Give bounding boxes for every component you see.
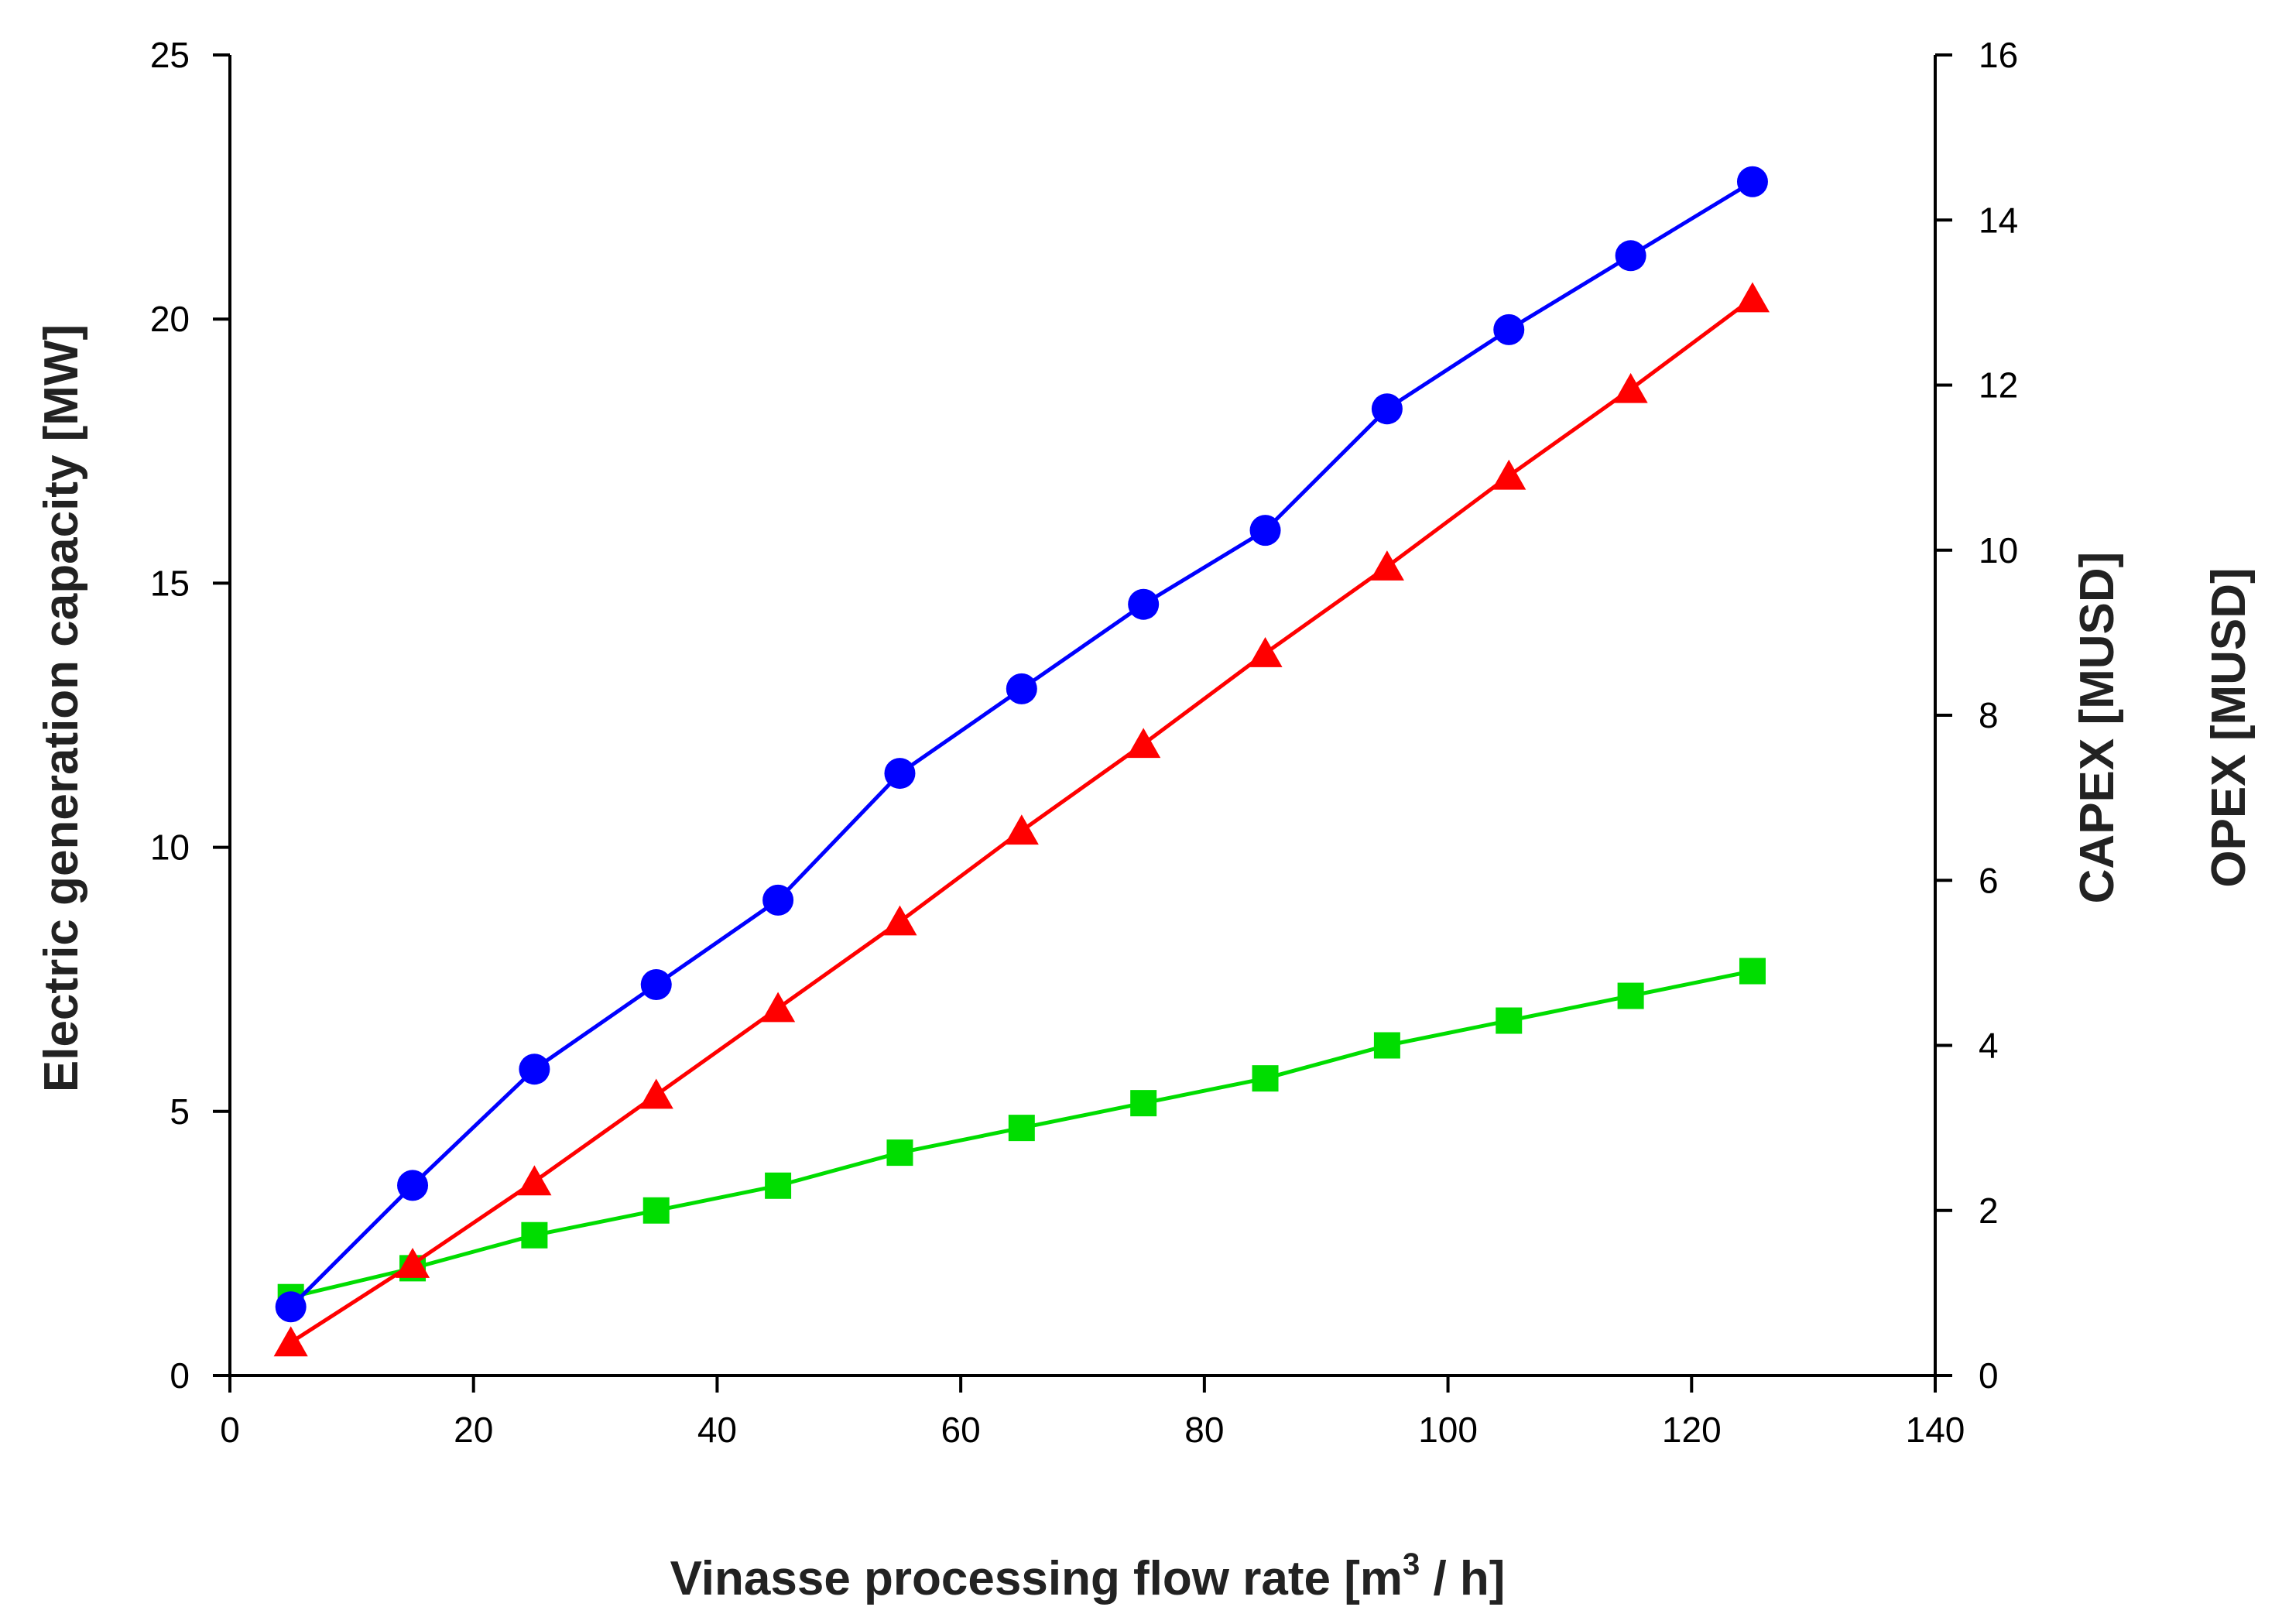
data-point-electric-generation-capacity [519, 1054, 550, 1085]
data-point-electric-generation-capacity [1371, 393, 1403, 425]
data-point-capex [639, 1078, 673, 1109]
y-right-tick-label: 12 [1979, 365, 2018, 406]
data-point-capex [1369, 550, 1404, 581]
data-point-electric-generation-capacity [1493, 313, 1525, 345]
x-tick-label: 100 [1418, 1410, 1478, 1450]
data-point-electric-generation-capacity [640, 969, 672, 1001]
data-point-capex [273, 1326, 308, 1357]
y-left-tick-label: 10 [150, 827, 190, 868]
series-electric-generation-capacity [275, 166, 1768, 1323]
data-point-opex [765, 1172, 792, 1199]
series-opex [277, 958, 1766, 1311]
data-point-capex [517, 1165, 552, 1196]
data-point-capex [1248, 637, 1283, 667]
data-point-capex [761, 992, 796, 1023]
data-point-opex [1130, 1090, 1157, 1117]
axes [228, 55, 1937, 1377]
x-axis-title: Vinasse processing flow rate [m3 / h] [670, 1547, 1506, 1605]
y-left-tick-label: 15 [150, 563, 190, 603]
capex-axis-title: CAPEX [MUSD] [2071, 552, 2124, 904]
x-tick-label: 140 [1906, 1410, 1965, 1450]
series-capex [273, 282, 1770, 1357]
y-right-tick-label: 16 [1979, 35, 2018, 75]
data-point-opex [1496, 1007, 1523, 1034]
data-point-opex [886, 1139, 913, 1167]
x-tick-label: 80 [1184, 1410, 1224, 1450]
data-point-electric-generation-capacity [1736, 166, 1768, 197]
y-left-tick-label: 25 [150, 35, 190, 75]
x-tick-label: 60 [941, 1410, 981, 1450]
data-point-electric-generation-capacity [275, 1291, 307, 1323]
data-point-electric-generation-capacity [884, 758, 916, 790]
y-right-tick-label: 4 [1979, 1026, 1999, 1066]
data-point-electric-generation-capacity [1615, 240, 1646, 272]
data-point-capex [1492, 459, 1526, 490]
data-point-opex [1617, 982, 1644, 1009]
x-tick-label: 0 [220, 1410, 240, 1450]
data-point-opex [1739, 958, 1766, 985]
data-point-electric-generation-capacity [1006, 673, 1037, 704]
data-point-opex [642, 1197, 670, 1224]
x-tick-label: 120 [1662, 1410, 1722, 1450]
data-point-electric-generation-capacity [1128, 588, 1160, 620]
data-point-opex [1008, 1115, 1035, 1142]
y-right-tick-label: 0 [1979, 1355, 1999, 1396]
data-point-capex [1004, 814, 1039, 845]
opex-axis-title: OPEX [MUSD] [2202, 567, 2256, 887]
y-right-tick-label: 14 [1979, 200, 2018, 240]
y-right-ticks: 0 2 4 6 8 10 12 14 16 [1935, 35, 2018, 1396]
data-point-capex [395, 1248, 430, 1278]
data-point-capex [1613, 372, 1648, 403]
y-right-tick-label: 2 [1979, 1191, 1999, 1231]
y-left-tick-label: 0 [170, 1355, 190, 1396]
data-point-electric-generation-capacity [762, 884, 794, 916]
x-tick-label: 40 [697, 1410, 737, 1450]
data-point-electric-generation-capacity [1249, 515, 1281, 546]
data-point-capex [1735, 282, 1770, 313]
y-left-ticks: 0 5 10 15 20 25 [150, 35, 230, 1396]
x-ticks: 0 20 40 60 80 100 120 140 [220, 1376, 1965, 1450]
y-left-tick-label: 5 [170, 1091, 190, 1132]
data-point-opex [1252, 1065, 1279, 1092]
x-tick-label: 20 [454, 1410, 493, 1450]
data-point-opex [521, 1221, 548, 1249]
data-point-capex [882, 905, 917, 936]
data-point-opex [1373, 1032, 1400, 1059]
data-point-capex [1126, 728, 1161, 759]
y-right-tick-label: 10 [1979, 530, 2018, 570]
y-left-tick-label: 20 [150, 299, 190, 339]
y-right-tick-label: 6 [1979, 860, 1999, 900]
y-left-axis-title: Electric generation capacity [MW] [35, 324, 88, 1092]
y-right-tick-label: 8 [1979, 695, 1999, 735]
data-point-electric-generation-capacity [397, 1170, 429, 1201]
series-layer [273, 166, 1770, 1357]
